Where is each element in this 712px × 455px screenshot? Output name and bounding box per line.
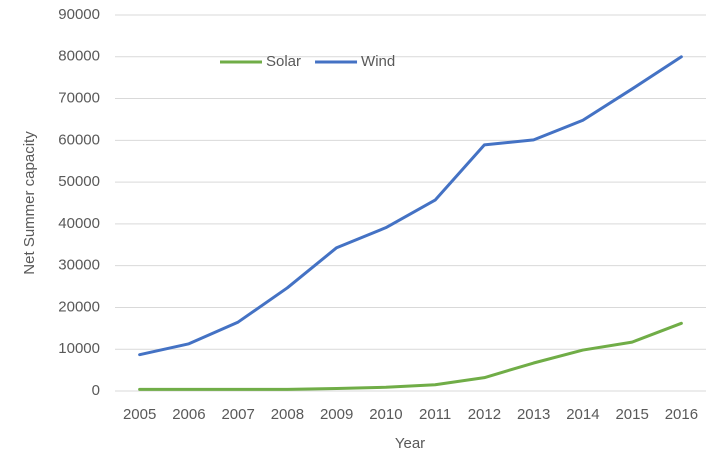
y-tick-label: 50000 (58, 173, 100, 190)
x-axis-label: Year (395, 435, 425, 452)
y-axis-label: Net Summer capacity (21, 131, 38, 275)
series-line (138, 321, 683, 391)
x-tick-label: 2011 (419, 406, 451, 423)
x-tick-label: 2014 (566, 406, 599, 423)
y-tick-label: 10000 (58, 340, 100, 357)
x-tick-label: 2006 (172, 406, 205, 423)
legend-label: Wind (361, 53, 395, 70)
x-tick-label: 2013 (517, 406, 550, 423)
x-tick-label: 2012 (468, 406, 501, 423)
x-tick-label: 2009 (320, 406, 353, 423)
y-tick-label: 30000 (58, 257, 100, 274)
x-tick-label: 2010 (369, 406, 402, 423)
series-line (138, 55, 683, 357)
y-tick-label: 20000 (58, 298, 100, 315)
y-tick-label: 90000 (58, 6, 100, 23)
y-tick-label: 60000 (58, 131, 100, 148)
y-tick-label: 40000 (58, 215, 100, 232)
x-tick-label: 2015 (615, 406, 648, 423)
legend-label: Solar (266, 53, 301, 70)
y-tick-label: 80000 (58, 48, 100, 65)
x-tick-label: 2007 (221, 406, 254, 423)
y-tick-label: 70000 (58, 90, 100, 107)
y-tick-label: 0 (92, 382, 100, 399)
x-tick-label: 2008 (271, 406, 304, 423)
x-tick-label: 2005 (123, 406, 156, 423)
x-tick-label: 2016 (665, 406, 698, 423)
